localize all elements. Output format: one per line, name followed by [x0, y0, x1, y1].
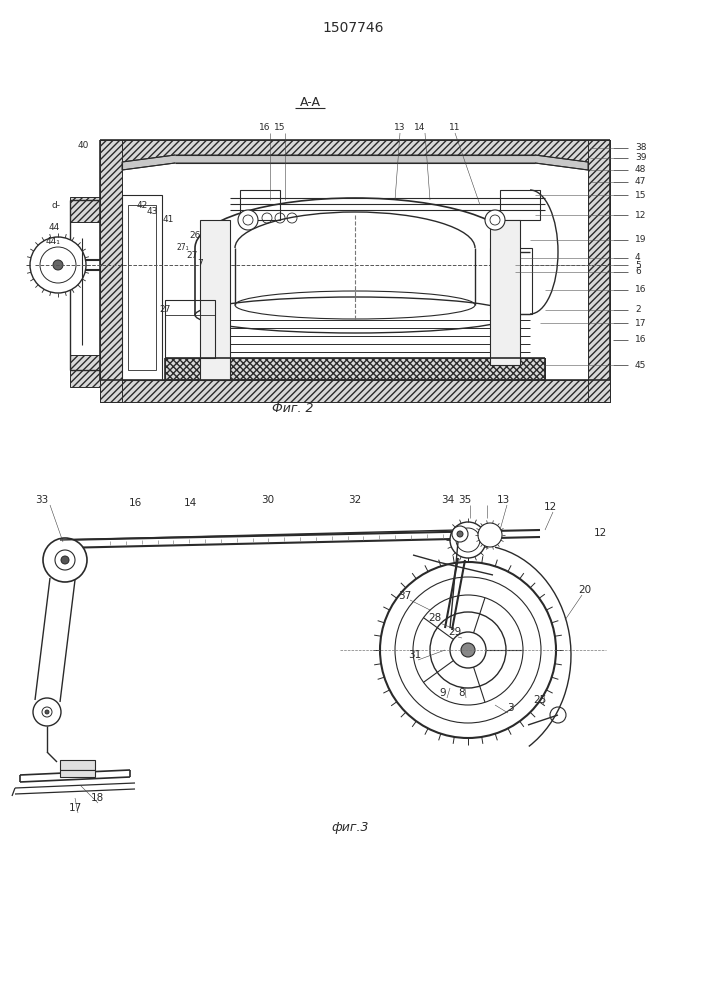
Circle shape: [30, 237, 86, 293]
Text: 18: 18: [90, 793, 104, 803]
Bar: [165, 358, 545, 380]
Circle shape: [45, 710, 49, 714]
Bar: [70, 355, 100, 387]
Text: 16: 16: [635, 286, 646, 294]
Text: A-A: A-A: [300, 97, 320, 109]
Text: 13: 13: [395, 123, 406, 132]
Text: 44: 44: [49, 224, 60, 232]
Circle shape: [380, 562, 556, 738]
Bar: [165, 315, 215, 358]
Text: Фиг. 2: Фиг. 2: [272, 401, 314, 414]
Text: 11: 11: [449, 123, 461, 132]
Text: 7: 7: [197, 258, 203, 267]
Text: 17: 17: [69, 803, 81, 813]
Text: 5: 5: [635, 260, 641, 269]
Circle shape: [478, 523, 502, 547]
Text: 42: 42: [136, 200, 148, 210]
Text: 16: 16: [259, 123, 271, 132]
Bar: [100, 140, 122, 402]
Circle shape: [61, 556, 69, 564]
Circle shape: [450, 522, 486, 558]
Text: 35: 35: [458, 495, 472, 505]
Text: 45: 45: [635, 360, 646, 369]
Text: 17: 17: [635, 318, 646, 328]
Text: 47: 47: [635, 178, 646, 186]
Text: 31: 31: [409, 650, 421, 660]
Text: 34: 34: [441, 495, 455, 505]
Bar: [70, 197, 100, 222]
Bar: [60, 770, 95, 777]
Bar: [128, 205, 156, 370]
Text: 15: 15: [635, 190, 646, 200]
Text: 26: 26: [189, 231, 201, 239]
Bar: [240, 190, 280, 220]
Text: 41: 41: [163, 216, 174, 225]
Circle shape: [450, 632, 486, 668]
Bar: [60, 760, 95, 770]
Text: d-: d-: [51, 200, 60, 210]
Text: 43: 43: [146, 208, 158, 217]
Bar: [588, 140, 610, 402]
Text: 14: 14: [414, 123, 426, 132]
Text: 40: 40: [77, 140, 88, 149]
Text: 16: 16: [635, 336, 646, 344]
Text: 12: 12: [635, 211, 646, 220]
Bar: [490, 248, 532, 314]
Text: 20: 20: [578, 585, 592, 595]
Bar: [122, 195, 162, 380]
Text: 12: 12: [593, 528, 607, 538]
Text: 27₁: 27₁: [177, 242, 189, 251]
Bar: [500, 190, 540, 220]
Text: фиг.3: фиг.3: [332, 822, 369, 834]
Polygon shape: [122, 155, 588, 170]
Circle shape: [457, 531, 463, 537]
Text: 37: 37: [398, 591, 411, 601]
Circle shape: [461, 643, 475, 657]
Text: 6: 6: [635, 267, 641, 276]
Text: 33: 33: [35, 495, 49, 505]
Text: 2: 2: [635, 306, 641, 314]
Circle shape: [33, 698, 61, 726]
Text: 14: 14: [183, 498, 197, 508]
Text: 4: 4: [635, 253, 641, 262]
Text: 28: 28: [428, 613, 442, 623]
Text: 44₁: 44₁: [45, 237, 60, 246]
Circle shape: [238, 210, 258, 230]
Circle shape: [452, 526, 468, 542]
Text: 29: 29: [448, 627, 462, 637]
Text: 25: 25: [533, 695, 547, 705]
Text: 12: 12: [544, 502, 556, 512]
Bar: [165, 300, 215, 358]
Text: 1507746: 1507746: [322, 21, 384, 35]
Text: 16: 16: [129, 498, 141, 508]
Circle shape: [485, 210, 505, 230]
Circle shape: [53, 260, 63, 270]
Text: 13: 13: [496, 495, 510, 505]
Bar: [490, 220, 520, 365]
Text: 48: 48: [635, 165, 646, 174]
Text: 39: 39: [635, 153, 646, 162]
Text: 30: 30: [262, 495, 274, 505]
Text: 38: 38: [635, 143, 646, 152]
Text: 8: 8: [459, 688, 465, 698]
Text: 3: 3: [507, 703, 513, 713]
Bar: [100, 140, 610, 162]
Circle shape: [43, 538, 87, 582]
Bar: [200, 220, 230, 380]
Bar: [100, 380, 610, 402]
Text: 9: 9: [440, 688, 446, 698]
Text: 27: 27: [159, 306, 170, 314]
Text: 32: 32: [349, 495, 361, 505]
Text: 27: 27: [187, 250, 198, 259]
Text: 15: 15: [274, 123, 286, 132]
Text: 19: 19: [635, 235, 646, 244]
